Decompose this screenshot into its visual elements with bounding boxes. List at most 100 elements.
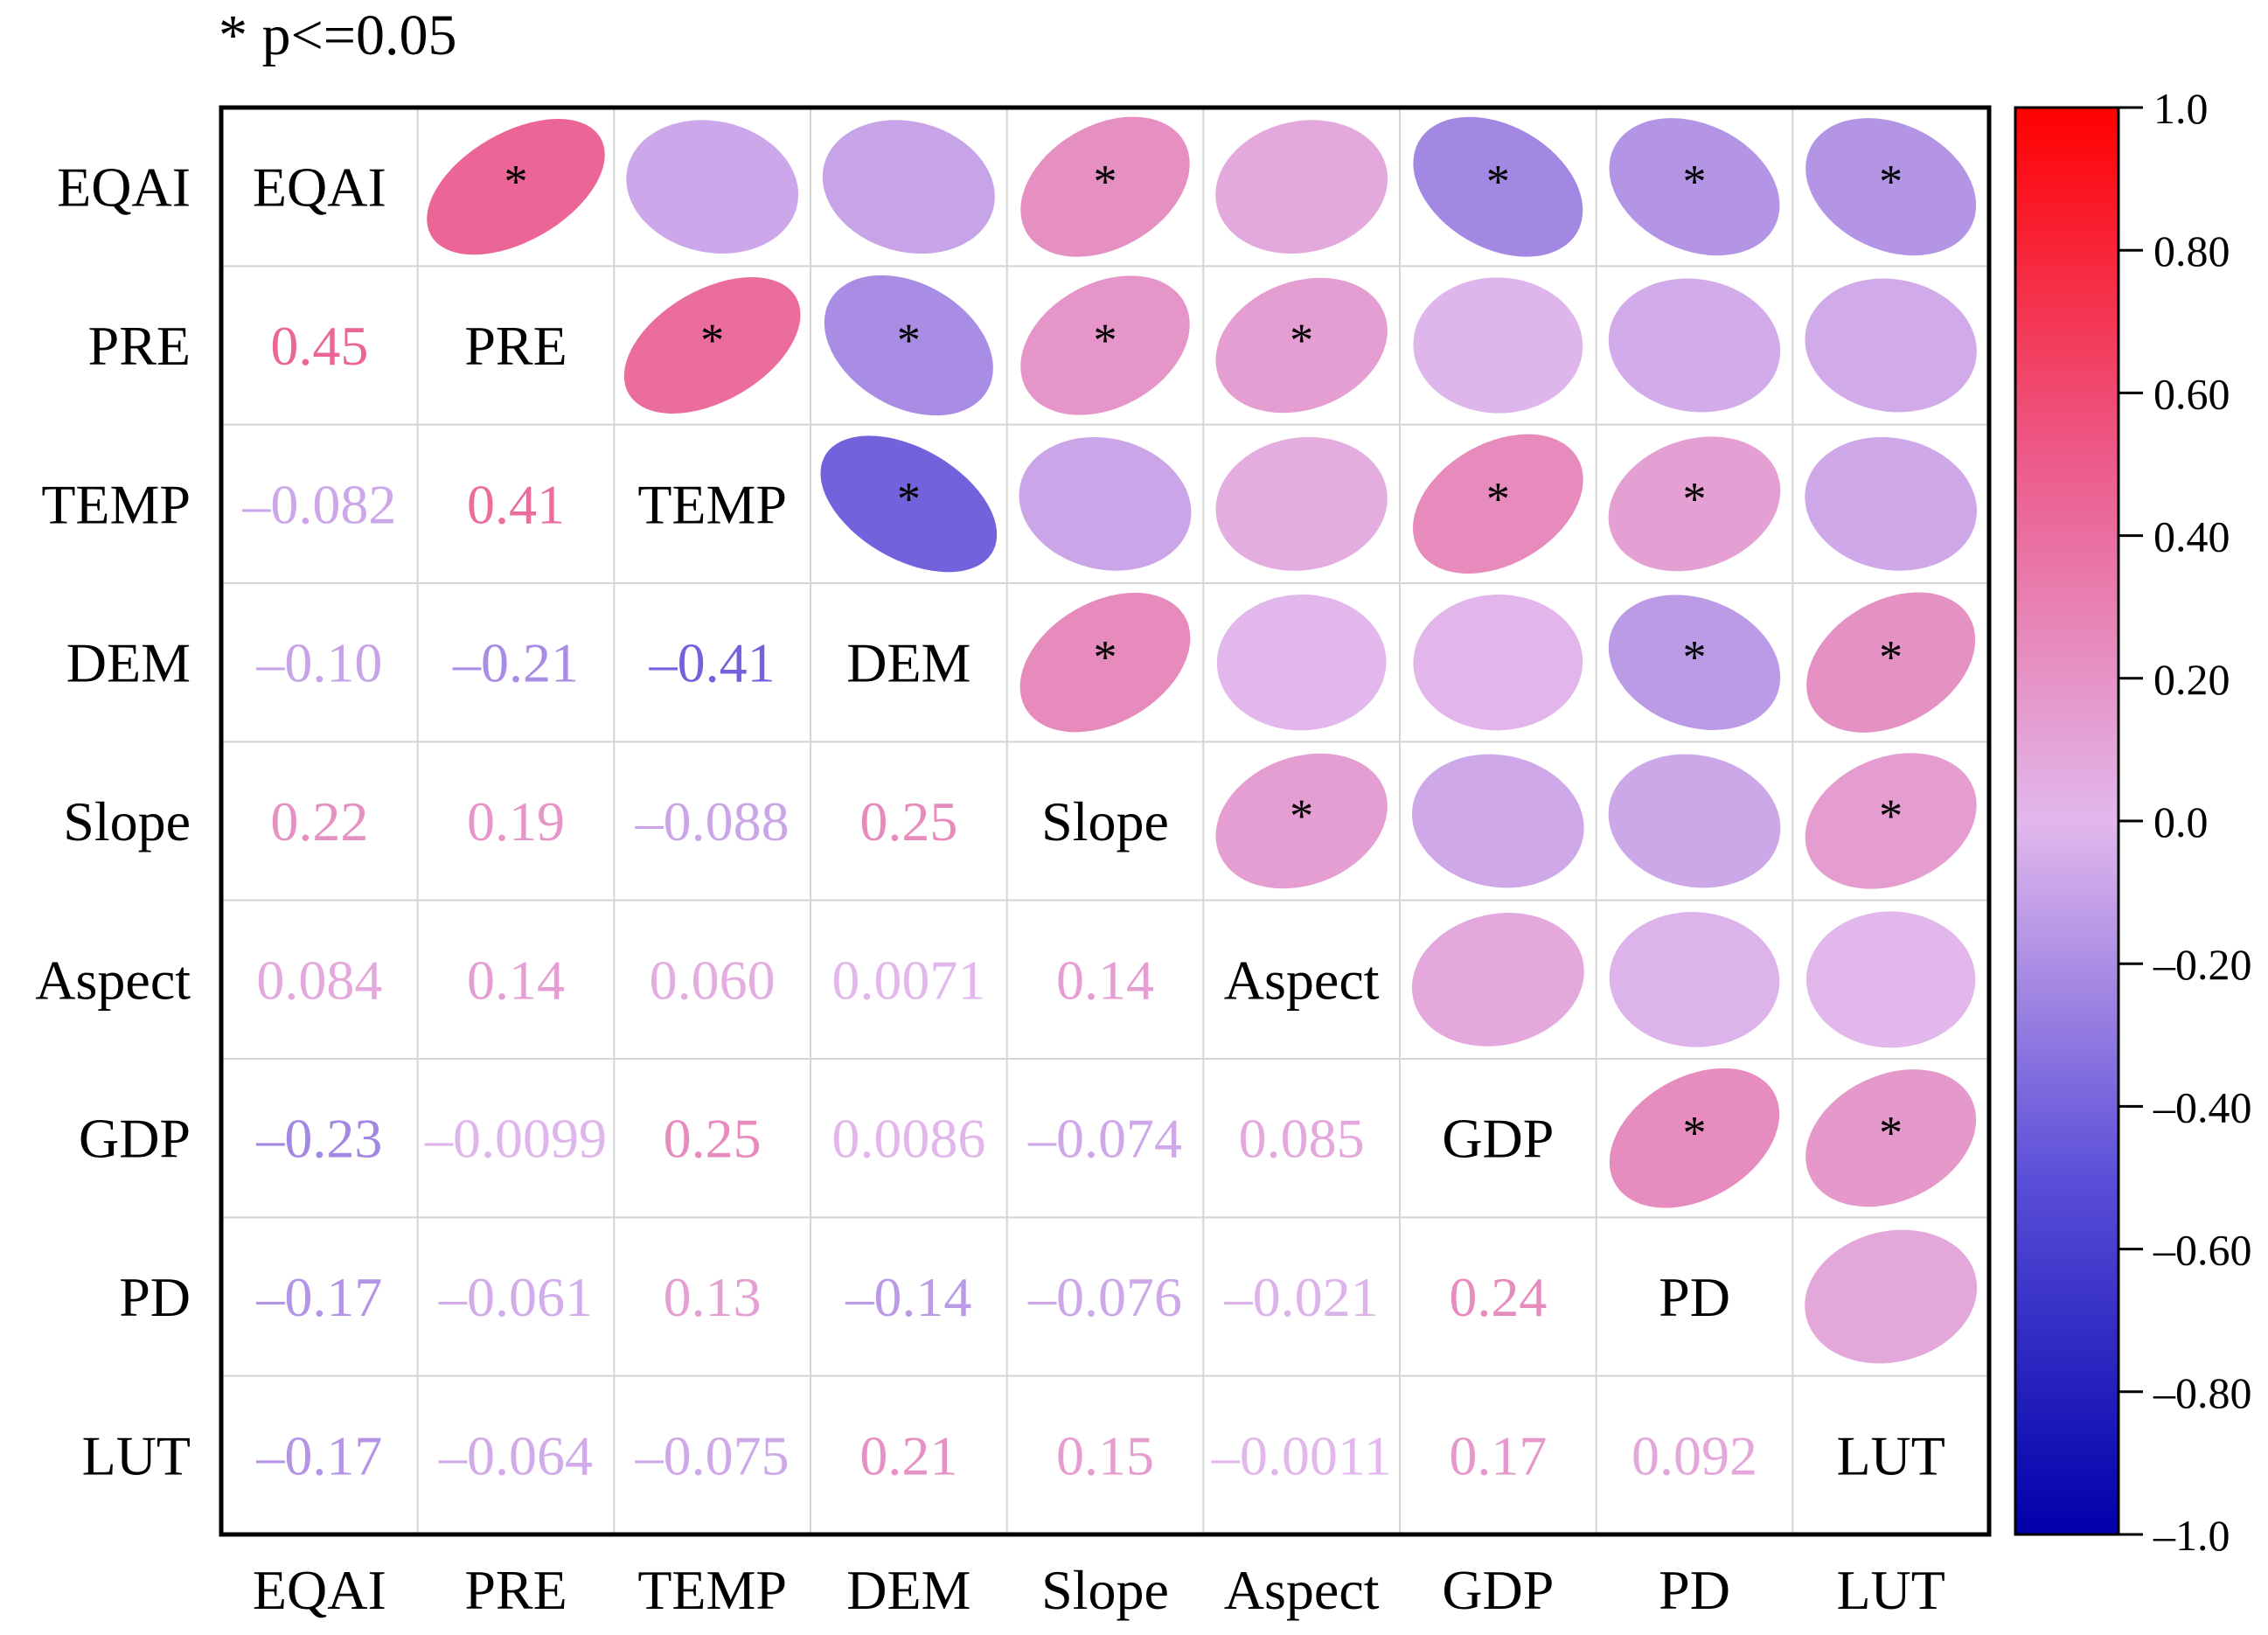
correlation-ellipse <box>1411 912 1584 1047</box>
correlation-ellipse <box>1413 116 1583 257</box>
colorbar-tick-label: 0.40 <box>2153 512 2230 561</box>
coefficient-label: 0.25 <box>664 1108 762 1170</box>
correlation-ellipse <box>1215 436 1388 571</box>
coefficient-label: 0.14 <box>1056 949 1154 1011</box>
colorbar-tick-label: 0.80 <box>2153 226 2230 275</box>
significance-star: * <box>897 314 921 366</box>
coefficient-label: –0.088 <box>635 790 790 852</box>
plot-frame <box>219 105 1992 1537</box>
correlation-ellipse <box>1805 118 1977 256</box>
coefficient-label: 0.19 <box>467 790 565 852</box>
correlation-ellipse <box>1608 754 1781 888</box>
correlation-ellipse <box>1806 592 1976 733</box>
correlation-ellipse <box>1608 436 1781 572</box>
correlation-ellipse <box>1215 277 1388 414</box>
diagonal-label: PD <box>1659 1266 1730 1328</box>
coefficient-label: –0.21 <box>452 632 579 694</box>
coefficient-label: 0.084 <box>256 949 382 1011</box>
y-tick-label: LUT <box>82 1424 191 1486</box>
coefficient-label: –0.064 <box>438 1424 593 1486</box>
significance-star: * <box>1094 314 1117 366</box>
coefficient-label: –0.14 <box>845 1266 971 1328</box>
coefficient-label: 0.17 <box>1449 1424 1547 1486</box>
y-tick-label: DEM <box>66 632 191 694</box>
diagonal-label: TEMP <box>637 473 787 535</box>
colorbar-tick-label: 0.0 <box>2153 797 2209 846</box>
correlation-ellipse <box>1805 753 1977 889</box>
x-tick-label: EQAI <box>253 1559 386 1621</box>
correlation-ellipse <box>1215 753 1388 889</box>
diagonal-label: Slope <box>1041 790 1169 852</box>
colorbar-tick-label: –1.0 <box>2153 1511 2230 1560</box>
colorbar-tick-label: –0.60 <box>2153 1226 2252 1275</box>
correlation-ellipse <box>1609 912 1780 1047</box>
colorbar-tick-label: 0.60 <box>2153 369 2230 418</box>
significance-star: * <box>1683 472 1707 525</box>
significance-star: * <box>1486 156 1510 208</box>
correlation-ellipse <box>1608 278 1781 413</box>
correlation-ellipse <box>1609 1068 1780 1208</box>
colorbar-ticks: 1.0 0.80 0.60 0.40 0.20 0.0 –0.20 –0.40 –0.60 –0.… <box>2118 84 2252 1560</box>
significance-star: * <box>1683 1107 1707 1159</box>
diagonal-label: Aspect <box>1224 949 1380 1011</box>
matrix-cells: EQAI * * * * * 0.45 PRE * * * * –0.082 0.41 TEMP * * * –0.… <box>241 116 1978 1486</box>
x-tick-label: TEMP <box>637 1559 787 1621</box>
coefficient-label: –0.0011 <box>1211 1424 1392 1486</box>
significance-star: * <box>1683 631 1707 684</box>
correlation-ellipse <box>1806 911 1976 1048</box>
colorbar-tick-label: 1.0 <box>2153 84 2209 133</box>
grid-lines <box>221 108 1989 1534</box>
coefficient-label: 0.13 <box>664 1266 762 1328</box>
colorbar-tick-label: –0.80 <box>2153 1368 2252 1417</box>
correlation-ellipse <box>1412 754 1584 888</box>
correlation-ellipse <box>1412 434 1583 574</box>
correlation-ellipse <box>1805 1069 1977 1207</box>
coefficient-label: –0.061 <box>438 1266 593 1328</box>
coefficient-label: 0.092 <box>1631 1424 1757 1486</box>
correlation-ellipse <box>1609 118 1780 256</box>
correlation-ellipse <box>626 120 799 254</box>
significance-star: * <box>897 472 921 525</box>
x-tick-label: PRE <box>464 1559 567 1621</box>
y-axis-labels: EQAI PRE TEMP DEM Slope Aspect GDP PD LUT <box>35 157 191 1487</box>
diagonal-label: EQAI <box>253 157 386 219</box>
diagonal-label: PRE <box>464 315 567 377</box>
significance-star: * <box>1094 631 1117 684</box>
significance-star: * <box>1486 472 1510 525</box>
correlation-ellipse <box>1805 1229 1978 1364</box>
correlation-ellipse <box>1019 436 1192 571</box>
x-tick-label: Slope <box>1041 1559 1169 1621</box>
coefficient-label: –0.10 <box>255 632 382 694</box>
x-axis-labels: EQAI PRE TEMP DEM Slope Aspect GDP PD LUT <box>253 1559 1945 1621</box>
coefficient-label: 0.22 <box>270 790 368 852</box>
correlation-ellipse <box>820 435 998 573</box>
x-tick-label: Aspect <box>1224 1559 1380 1621</box>
coefficient-label: –0.17 <box>255 1424 382 1486</box>
significance-star: * <box>700 314 724 366</box>
significance-star: * <box>1290 790 1313 842</box>
correlation-ellipse <box>1215 120 1388 254</box>
colorbar <box>2014 106 2120 1536</box>
y-tick-label: Aspect <box>35 949 191 1011</box>
y-tick-label: TEMP <box>41 473 191 535</box>
diagonal-label: DEM <box>846 632 971 694</box>
correlation-ellipse <box>1216 594 1387 731</box>
coefficient-label: –0.41 <box>649 632 776 694</box>
diagonal-label: LUT <box>1836 1424 1944 1486</box>
colorbar-tick-label: –0.20 <box>2153 940 2252 989</box>
coefficient-label: –0.082 <box>241 473 396 535</box>
coefficient-label: 0.14 <box>467 949 565 1011</box>
significance-star: * <box>1879 156 1903 208</box>
colorbar-tick-label: –0.40 <box>2153 1082 2252 1131</box>
significance-star: * <box>1094 156 1117 208</box>
x-tick-label: PD <box>1659 1559 1730 1621</box>
coefficient-label: –0.0099 <box>424 1108 607 1170</box>
correlation-ellipse <box>623 277 801 414</box>
diagonal-label: GDP <box>1442 1108 1554 1170</box>
y-tick-label: PD <box>119 1266 191 1328</box>
coefficient-label: 0.25 <box>859 790 957 852</box>
significance-star: * <box>1879 1107 1903 1159</box>
significance-star: * <box>1683 156 1707 208</box>
correlation-ellipse <box>1019 592 1191 733</box>
